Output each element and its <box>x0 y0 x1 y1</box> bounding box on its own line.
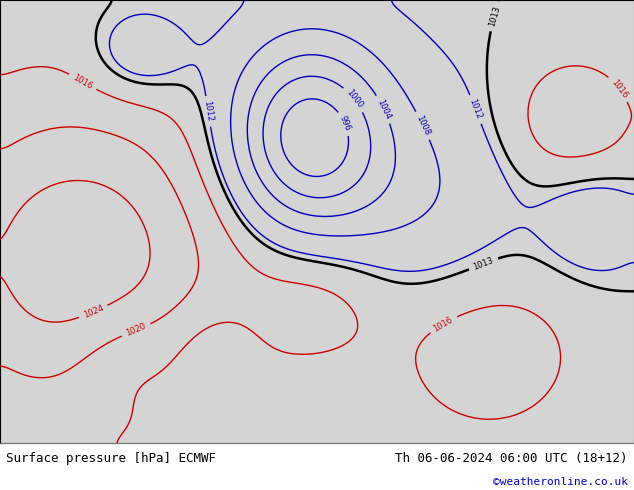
Text: 1008: 1008 <box>414 114 432 137</box>
Text: Th 06-06-2024 06:00 UTC (18+12): Th 06-06-2024 06:00 UTC (18+12) <box>395 452 628 465</box>
Text: 1020: 1020 <box>125 322 148 338</box>
Text: 1000: 1000 <box>344 88 365 110</box>
Text: 1013: 1013 <box>488 5 502 27</box>
Text: ©weatheronline.co.uk: ©weatheronline.co.uk <box>493 477 628 487</box>
Text: 1024: 1024 <box>82 303 105 320</box>
Text: 1012: 1012 <box>468 98 484 121</box>
Text: 1004: 1004 <box>375 98 392 121</box>
Text: Surface pressure [hPa] ECMWF: Surface pressure [hPa] ECMWF <box>6 452 216 465</box>
Text: 1012: 1012 <box>202 100 214 122</box>
Text: 1016: 1016 <box>432 315 455 333</box>
Text: 1016: 1016 <box>609 77 629 100</box>
Text: 1013: 1013 <box>472 256 495 272</box>
Text: 1016: 1016 <box>71 73 94 91</box>
Text: 996: 996 <box>337 115 352 133</box>
